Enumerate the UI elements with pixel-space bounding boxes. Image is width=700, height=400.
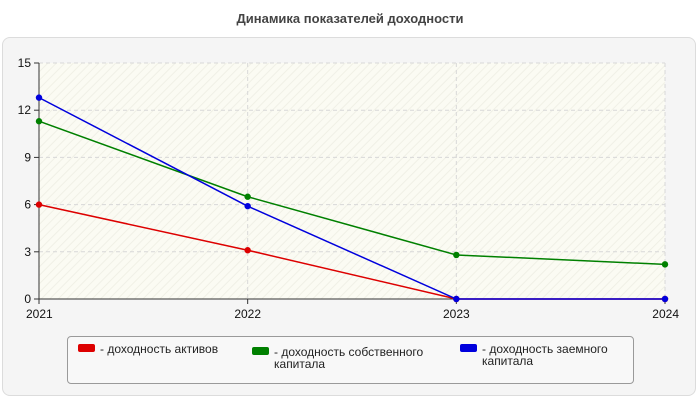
y-tick-label-0: 0 <box>24 292 31 306</box>
y-tick-label-9: 9 <box>24 150 31 164</box>
y-tick-label-3: 3 <box>24 245 31 259</box>
x-tick-label-2022: 2022 <box>234 307 261 321</box>
y-tick-label-6: 6 <box>24 198 31 212</box>
y-tick-label-12: 12 <box>18 103 32 117</box>
plot-area <box>39 63 665 299</box>
series-2-point-2021 <box>35 94 43 101</box>
series-line-1 <box>38 120 666 266</box>
x-tick-label-2023: 2023 <box>443 307 470 321</box>
y-tick-labels: 0 3 6 9 12 15 <box>18 56 32 306</box>
legend-swatch-equity <box>252 347 269 355</box>
legend: - доходность активов - доходность собств… <box>67 336 634 384</box>
series-line-2 <box>38 96 665 300</box>
series-1-point-2021 <box>35 118 43 125</box>
x-tick-labels: 2021 2022 2023 2024 <box>26 307 679 321</box>
series-0-point-2022 <box>244 247 251 254</box>
series-2-point-2022 <box>244 202 251 210</box>
series-layer <box>35 94 669 303</box>
series-2-point-2024 <box>661 295 669 303</box>
y-tick-label-15: 15 <box>18 56 32 70</box>
x-tick-label-2024: 2024 <box>652 307 679 321</box>
series-2-point-2023 <box>453 295 460 303</box>
series-1-point-2022 <box>244 193 251 200</box>
series-0-point-2021 <box>35 201 43 208</box>
legend-label-debt: - доходность заемного капитала <box>482 342 608 368</box>
legend-swatch-assets <box>78 344 95 352</box>
legend-label-assets: - доходность активов <box>100 342 219 356</box>
grid-lines <box>39 62 666 299</box>
chart-title: Динамика показателей доходности <box>236 11 464 26</box>
legend-label-equity: - доходность собственного капитала <box>274 345 424 371</box>
x-tick-label-2021: 2021 <box>26 307 53 321</box>
legend-swatch-debt <box>460 344 477 352</box>
series-1-point-2024 <box>661 261 669 268</box>
series-1-point-2023 <box>453 251 460 259</box>
